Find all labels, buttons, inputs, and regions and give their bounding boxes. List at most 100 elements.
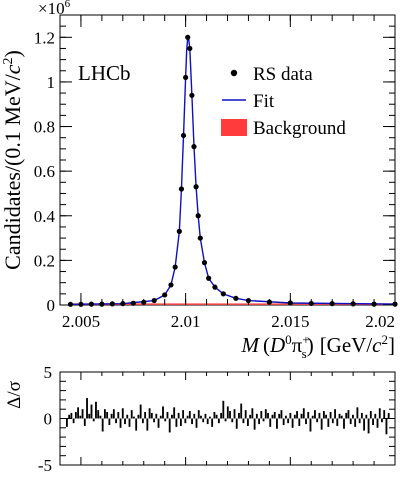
data-point <box>187 45 193 52</box>
y-multiplier: ×106 <box>38 0 71 18</box>
x-tick-label: 2.01 <box>171 312 201 331</box>
pull-bar <box>146 418 149 431</box>
pull-bar <box>231 418 234 423</box>
pull-bar <box>289 412 292 419</box>
pull-bar <box>316 418 319 423</box>
legend-marker-rs-data <box>230 69 238 77</box>
pull-y-tick-label: 0 <box>44 410 53 429</box>
data-point <box>189 92 195 98</box>
pull-bar <box>369 411 372 419</box>
x-axis-ticks: 2.005 2.01 2.015 2.02 <box>59 15 396 331</box>
pull-bar <box>88 413 91 419</box>
pull-bar <box>97 410 100 419</box>
pull-bar <box>280 410 283 419</box>
pull-bar <box>287 418 290 424</box>
pull-bar <box>269 418 272 427</box>
x-tick-label: 2.015 <box>271 312 309 331</box>
pull-bar <box>175 418 178 427</box>
pull-bar <box>86 398 88 419</box>
pull-x-axis-ticks <box>59 372 396 465</box>
pull-bar <box>226 406 229 419</box>
pull-bar <box>262 418 265 422</box>
pull-bar <box>103 409 106 419</box>
pull-bar <box>229 411 231 419</box>
pull-bar <box>365 414 368 419</box>
pull-bar <box>300 413 303 419</box>
data-point <box>130 300 136 306</box>
pull-bar <box>278 413 281 419</box>
pull-bar <box>68 414 71 419</box>
x-tick-label: 2.02 <box>365 312 395 331</box>
pull-bar <box>291 418 294 428</box>
pull-bar <box>171 414 173 419</box>
pull-bar <box>222 400 225 419</box>
background-area <box>70 303 395 305</box>
pull-bar <box>273 411 276 419</box>
pull-bar <box>184 418 187 424</box>
pull-bar <box>213 411 216 419</box>
pull-plot-panel: -5 0 5 Δ/σ <box>4 363 396 475</box>
pull-bar <box>108 418 111 426</box>
pull-bar <box>209 416 211 419</box>
pull-bar <box>182 410 185 419</box>
pull-bar <box>206 418 209 425</box>
pull-bar <box>387 412 390 419</box>
pull-bar <box>126 414 129 419</box>
pull-bar <box>112 409 115 419</box>
pull-bar <box>164 418 167 422</box>
y-tick-label: 1.2 <box>34 28 55 47</box>
pull-y-axis-label: Δ/σ <box>4 381 25 409</box>
pull-bar <box>179 418 182 426</box>
pull-bar <box>195 418 198 428</box>
pull-bar <box>244 410 247 419</box>
pull-bar <box>343 418 345 429</box>
pull-bar <box>224 418 227 422</box>
pull-bar <box>173 407 176 419</box>
pull-bar <box>363 418 366 431</box>
data-point <box>178 186 185 192</box>
pull-bar <box>200 415 202 419</box>
pull-bar <box>110 413 113 419</box>
pull-bar <box>121 408 124 419</box>
pull-bar <box>177 412 180 419</box>
data-point <box>206 275 212 281</box>
pull-bar <box>166 411 169 419</box>
pull-bar <box>77 407 79 419</box>
pull-bar <box>95 401 97 419</box>
pull-bar <box>220 412 223 419</box>
pull-bar <box>153 418 155 423</box>
pull-bar <box>115 418 117 424</box>
pull-y-tick-label: 5 <box>44 363 53 382</box>
pull-bar <box>385 418 388 435</box>
pull-bar <box>298 418 301 426</box>
pull-bar <box>235 418 238 429</box>
data-point <box>109 301 115 307</box>
y-tick-label: 0.4 <box>34 207 56 226</box>
pull-bar <box>101 418 104 432</box>
data-point <box>233 295 239 301</box>
data-point <box>197 235 203 241</box>
pull-bar <box>99 415 102 419</box>
pull-bar <box>367 418 370 434</box>
pull-bar <box>356 407 359 419</box>
pull-bar <box>258 418 260 425</box>
data-point <box>172 264 178 270</box>
pull-bar <box>130 410 133 419</box>
legend-label-fit: Fit <box>253 91 275 112</box>
pull-bar <box>334 409 336 419</box>
pull-bar <box>66 418 68 427</box>
pull-bar <box>347 410 350 419</box>
pull-bar <box>354 418 357 427</box>
pull-bar <box>253 418 256 430</box>
data-point <box>151 297 157 304</box>
legend-label-rs-data: RS data <box>253 64 313 85</box>
pull-bar <box>124 418 126 425</box>
pull-bar <box>307 411 310 419</box>
pull-bar <box>137 414 140 419</box>
legend-marker-background <box>221 119 247 136</box>
y-axis-ticks: 0 0.2 0.4 0.6 0.8 1 1.2 <box>34 14 395 315</box>
y-tick-label: 1 <box>47 73 56 92</box>
data-point <box>193 184 199 190</box>
y-tick-label: 0 <box>47 296 56 315</box>
y-tick-label: 0.2 <box>34 251 55 270</box>
